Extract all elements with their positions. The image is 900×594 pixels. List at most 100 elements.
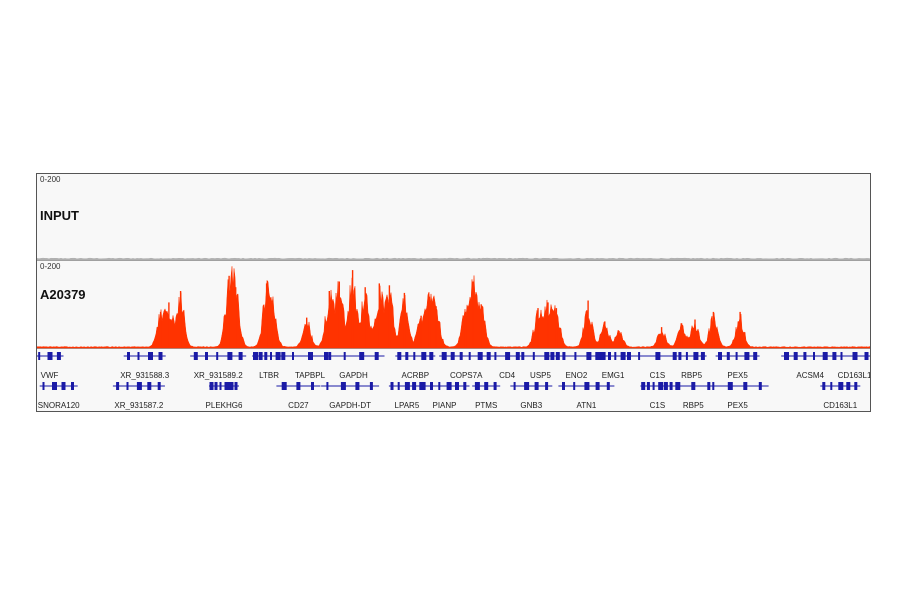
gene-exon — [573, 382, 576, 390]
gene-exon — [675, 382, 681, 390]
gene-exon — [672, 352, 677, 360]
gene-exon — [229, 382, 234, 390]
gene-label: C1S — [650, 401, 666, 410]
gene-exon — [397, 352, 402, 360]
gene-exon — [658, 382, 664, 390]
gene-exon — [822, 352, 828, 360]
gene-exon — [700, 352, 705, 360]
gene-exon — [608, 352, 611, 360]
gene-exon — [562, 382, 565, 390]
gene-exon — [430, 382, 433, 390]
gene-exon — [832, 352, 837, 360]
gene-labels-row2: SNORA120 XR_931587.2 PLEKHG6 CD27 GAPDH-DT LP… — [38, 401, 858, 410]
gene-exon — [209, 382, 214, 390]
gene-exon — [753, 352, 758, 360]
gene-exon — [429, 352, 434, 360]
gene-exon — [838, 382, 844, 390]
gene-exon — [584, 382, 590, 390]
genome-browser-panel: 0-200 INPUT 0-200 A20379 VWF XR_931588.3 X… — [36, 173, 871, 412]
gene-exon — [468, 352, 471, 360]
gene-exon — [127, 352, 130, 360]
gene-exon — [614, 352, 617, 360]
gene-exon — [655, 352, 661, 360]
gene-label: C1S — [650, 371, 666, 380]
gene-exon — [137, 352, 140, 360]
gene-exon — [459, 352, 463, 360]
gene-exon — [421, 352, 427, 360]
gene-exon — [840, 352, 843, 360]
gene-exon — [148, 352, 153, 360]
gene-exon — [524, 382, 530, 390]
gene-label: CD4 — [499, 371, 516, 380]
gene-label: ACRBP — [402, 371, 430, 380]
gene-exon — [340, 382, 346, 390]
gene-exon — [61, 382, 66, 390]
gene-label: LTBR — [259, 371, 279, 380]
gene-exon — [47, 352, 53, 360]
gene-exon — [532, 352, 535, 360]
gene-exon — [822, 382, 826, 390]
gene-label: PLEKHG6 — [206, 401, 243, 410]
gene-exon — [126, 382, 129, 390]
gene-exon — [620, 352, 626, 360]
gene-exon — [474, 382, 480, 390]
gene-exon — [205, 352, 208, 360]
gene-exon — [369, 382, 373, 390]
genome-track-view: 0-200 INPUT 0-200 A20379 VWF XR_931588.3 X… — [37, 175, 870, 410]
gene-exon — [513, 382, 516, 390]
gene-label: COPS7A — [450, 371, 483, 380]
gene-label: XR_931589.2 — [194, 371, 243, 380]
gene-exon — [463, 382, 467, 390]
gene-exon — [830, 382, 833, 390]
gene-exon — [116, 382, 120, 390]
chip-track-name: A20379 — [40, 287, 86, 302]
gene-exon — [374, 352, 379, 360]
gene-label: GAPDH — [339, 371, 368, 380]
gene-exon — [446, 382, 452, 390]
gene-exon — [601, 352, 606, 360]
gene-exon — [652, 382, 655, 390]
gene-exon — [505, 352, 511, 360]
gene-exon — [326, 382, 329, 390]
gene-exon — [328, 352, 332, 360]
gene-exon — [545, 382, 549, 390]
gene-exon — [852, 352, 858, 360]
gene-annotation-track — [37, 352, 870, 390]
gene-label: EMG1 — [602, 371, 625, 380]
gene-exon — [258, 352, 263, 360]
gene-exon — [38, 352, 41, 360]
gene-exon — [227, 352, 233, 360]
gene-label: LPAR5 — [395, 401, 420, 410]
gene-exon — [691, 382, 696, 390]
gene-exon — [744, 352, 750, 360]
gene-exon — [234, 382, 238, 390]
gene-exon — [663, 382, 668, 390]
gene-exon — [595, 352, 601, 360]
chip-signal-area — [37, 266, 870, 349]
chip-signal-track — [37, 266, 870, 349]
gene-exon — [412, 382, 417, 390]
gene-exon — [56, 352, 61, 360]
gene-exon — [253, 352, 258, 360]
gene-exon — [397, 382, 400, 390]
gene-label: CD163L1 — [823, 401, 857, 410]
gene-exon — [685, 352, 688, 360]
gene-label: XR_931587.2 — [114, 401, 163, 410]
gene-exon — [224, 382, 230, 390]
gene-exon — [758, 382, 762, 390]
gene-exon — [405, 352, 409, 360]
gene-exon — [574, 352, 577, 360]
gene-label: USP5 — [530, 371, 551, 380]
gene-exon — [311, 382, 314, 390]
gene-exon — [586, 352, 592, 360]
gene-exon — [216, 352, 219, 360]
gene-exon — [521, 352, 525, 360]
gene-label: RBP5 — [681, 371, 702, 380]
gene-exon — [71, 382, 74, 390]
gene-exon — [158, 352, 163, 360]
gene-label: PTMS — [475, 401, 497, 410]
gene-label: GNB3 — [520, 401, 542, 410]
gene-exon — [296, 382, 301, 390]
gene-label: XR_931588.3 — [120, 371, 169, 380]
gene-exon — [743, 382, 748, 390]
